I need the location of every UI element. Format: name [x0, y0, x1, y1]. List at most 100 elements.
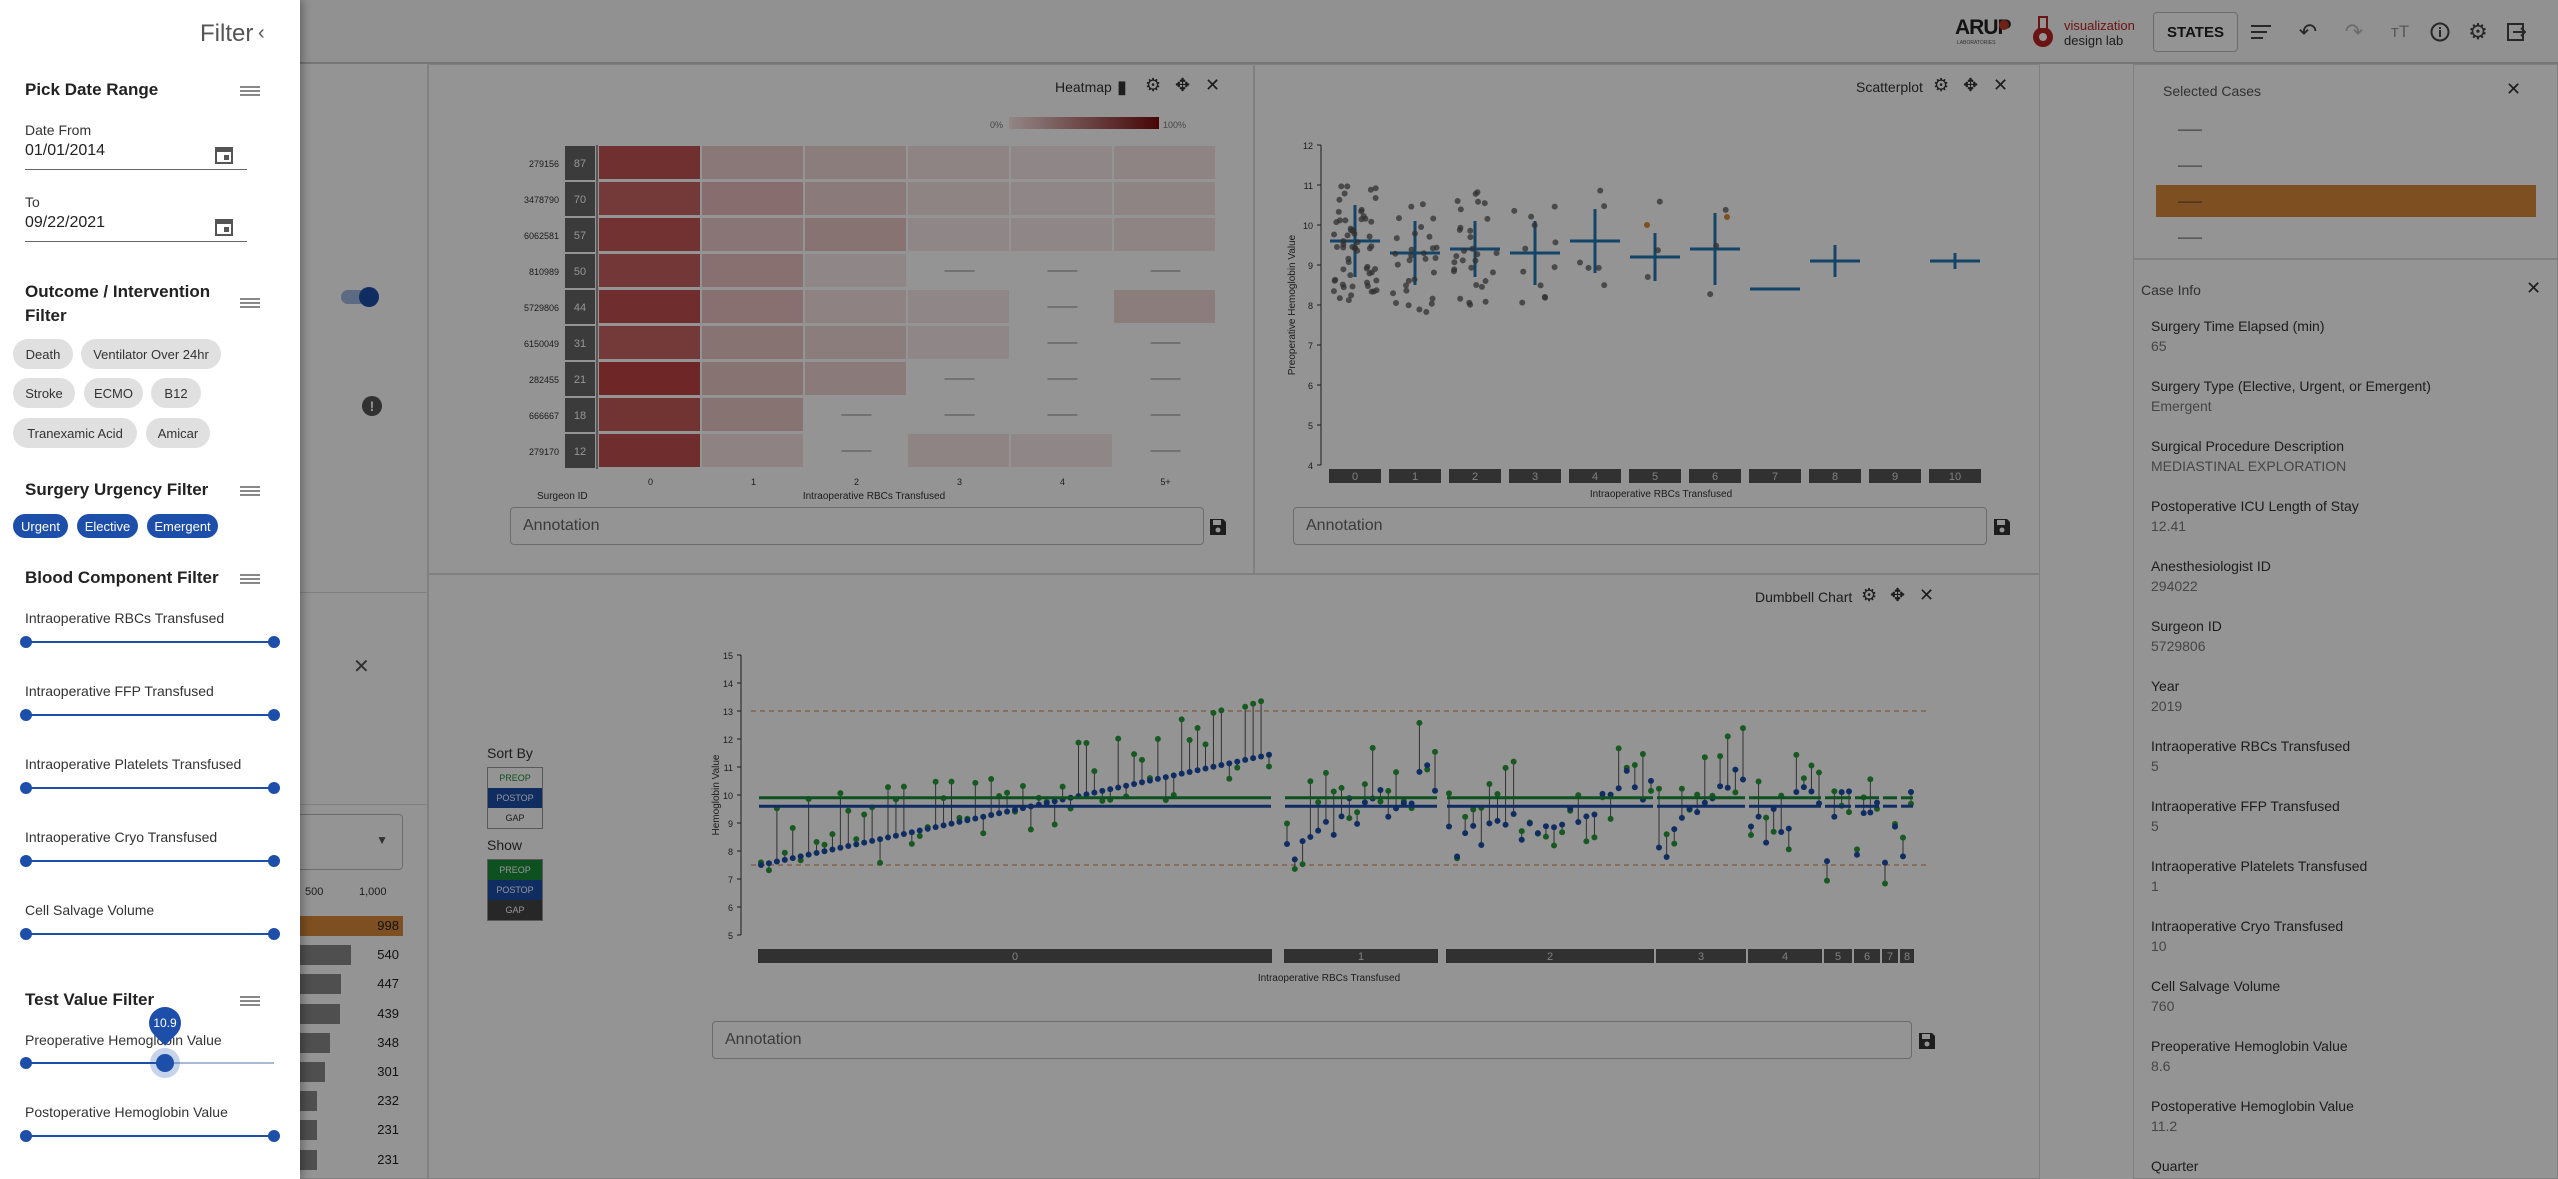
info-icon[interactable]: [2422, 14, 2458, 50]
slider-thumb[interactable]: [268, 928, 280, 940]
slider-thumb[interactable]: [268, 855, 280, 867]
chip-b12[interactable]: B12: [151, 378, 201, 408]
drag-handle-icon[interactable]: [240, 572, 260, 586]
logout-icon[interactable]: [2498, 14, 2534, 50]
close-icon[interactable]: ✕: [2526, 278, 2542, 298]
drag-handle-icon[interactable]: [240, 296, 260, 310]
chart-icon[interactable]: ▮: [1117, 77, 1127, 97]
scatter-point: [1713, 242, 1720, 249]
date-to-label: To: [25, 194, 40, 210]
slider-thumb[interactable]: [20, 928, 32, 940]
date-to-input[interactable]: 09/22/2021: [25, 214, 247, 242]
date-from-input[interactable]: 01/01/2014: [25, 142, 247, 170]
selected-case-item[interactable]: ——: [2178, 230, 2202, 244]
chip-tranexamic-acid[interactable]: Tranexamic Acid: [13, 418, 137, 448]
calendar-icon[interactable]: [215, 217, 233, 237]
cryo-range-slider[interactable]: [20, 855, 280, 867]
dumbbell-preop-point: [1154, 736, 1161, 743]
slider-thumb-active[interactable]: [155, 1054, 174, 1072]
ffp-range-slider[interactable]: [20, 709, 280, 721]
text-size-icon[interactable]: ᴛT: [2390, 22, 2410, 41]
slider-thumb[interactable]: [268, 782, 280, 794]
slider-thumb[interactable]: [20, 1057, 32, 1069]
selected-case-item[interactable]: ——: [2156, 185, 2536, 217]
scatter-point: [1403, 282, 1410, 289]
save-icon[interactable]: [1992, 517, 2012, 537]
gear-icon[interactable]: ⚙: [1145, 75, 1162, 95]
chip-elective[interactable]: Elective: [77, 514, 138, 538]
drag-handle-icon[interactable]: [240, 994, 260, 1008]
slider-thumb[interactable]: [20, 782, 32, 794]
move-icon[interactable]: ✥: [1890, 585, 1906, 605]
dumbbell-postop-point: [1755, 813, 1762, 820]
sort-preop-button[interactable]: PREOP: [488, 768, 542, 788]
annotation-input[interactable]: Annotation: [510, 507, 1204, 545]
move-icon[interactable]: ✥: [1963, 75, 1979, 95]
close-icon[interactable]: ✕: [2506, 79, 2522, 99]
rbc-range-slider[interactable]: [20, 636, 280, 648]
heatmap-cell: [1011, 146, 1112, 179]
dumbbell-preop-point: [1416, 719, 1423, 726]
heatmap-cell: [599, 182, 700, 215]
selected-case-item[interactable]: ——: [2178, 158, 2202, 172]
chip-death[interactable]: Death: [13, 339, 73, 369]
heatmap-cell: [702, 218, 803, 251]
annotation-input[interactable]: Annotation: [1293, 507, 1987, 545]
slider-thumb[interactable]: [20, 709, 32, 721]
dumbbell-postop-point: [1322, 818, 1329, 825]
postop-hgb-range-slider[interactable]: [20, 1130, 280, 1142]
chip-ecmo[interactable]: ECMO: [84, 378, 143, 408]
sort-postop-button[interactable]: POSTOP: [488, 788, 542, 808]
platelets-range-slider[interactable]: [20, 782, 280, 794]
states-button[interactable]: STATES: [2153, 12, 2238, 52]
calendar-icon[interactable]: [215, 145, 233, 165]
show-postop-button[interactable]: POSTOP: [488, 880, 542, 900]
gear-icon[interactable]: ⚙: [1933, 75, 1950, 95]
dumbbell-postop-point: [1717, 783, 1724, 790]
dumbbell-postop-point: [1860, 810, 1867, 817]
chip-amicar[interactable]: Amicar: [146, 418, 210, 448]
slider-thumb[interactable]: [268, 636, 280, 648]
sort-gap-button[interactable]: GAP: [488, 808, 542, 828]
close-icon[interactable]: ✕: [1919, 585, 1935, 605]
slider-thumb[interactable]: [268, 709, 280, 721]
chip-urgent[interactable]: Urgent: [13, 514, 68, 538]
chevron-left-icon[interactable]: ‹: [258, 22, 265, 44]
preop-hgb-range-slider[interactable]: 10.9: [20, 1000, 274, 1072]
settings-icon[interactable]: ⚙: [2468, 19, 2488, 44]
show-gap-button[interactable]: GAP: [488, 900, 542, 920]
save-icon[interactable]: [1917, 1031, 1937, 1051]
heatmap-title: Heatmap: [1055, 79, 1112, 95]
show-preop-button[interactable]: PREOP: [488, 860, 542, 880]
dumbbell-postop-point: [948, 820, 955, 827]
slider-thumb[interactable]: [268, 1130, 280, 1142]
redo-icon[interactable]: ↷: [2344, 19, 2364, 44]
toggle-switch[interactable]: [341, 287, 379, 307]
chip-stroke[interactable]: Stroke: [13, 378, 75, 408]
drag-handle-icon[interactable]: [240, 484, 260, 498]
slider-thumb[interactable]: [20, 1130, 32, 1142]
drag-handle-icon[interactable]: [240, 84, 260, 98]
dumbbell-postop-point: [1874, 799, 1880, 806]
close-icon[interactable]: ✕: [1993, 75, 2009, 95]
dumbbell-preop-point: [1724, 733, 1731, 740]
dumbbell-group-label: 4: [1782, 951, 1788, 963]
gear-icon[interactable]: ⚙: [1861, 585, 1878, 605]
modal-backdrop[interactable]: [300, 0, 2558, 1179]
dumbbell-postop-point: [1808, 788, 1815, 795]
close-icon[interactable]: ✕: [353, 656, 370, 678]
chip-emergent[interactable]: Emergent: [147, 514, 218, 538]
notes-icon[interactable]: [2243, 14, 2279, 50]
save-icon[interactable]: [1208, 517, 1228, 537]
slider-thumb[interactable]: [20, 855, 32, 867]
chip-ventilator[interactable]: Ventilator Over 24hr: [81, 339, 221, 369]
selected-case-item[interactable]: ——: [2178, 122, 2202, 136]
close-icon[interactable]: ✕: [1205, 75, 1221, 95]
case-info-value: Emergent: [2151, 398, 2212, 414]
undo-icon[interactable]: ↶: [2298, 19, 2318, 44]
slider-thumb[interactable]: [20, 636, 32, 648]
move-icon[interactable]: ✥: [1175, 75, 1191, 95]
cell-salvage-range-slider[interactable]: [20, 928, 280, 940]
annotation-input[interactable]: Annotation: [712, 1021, 1912, 1059]
dumbbell-postop-point: [1701, 799, 1708, 806]
